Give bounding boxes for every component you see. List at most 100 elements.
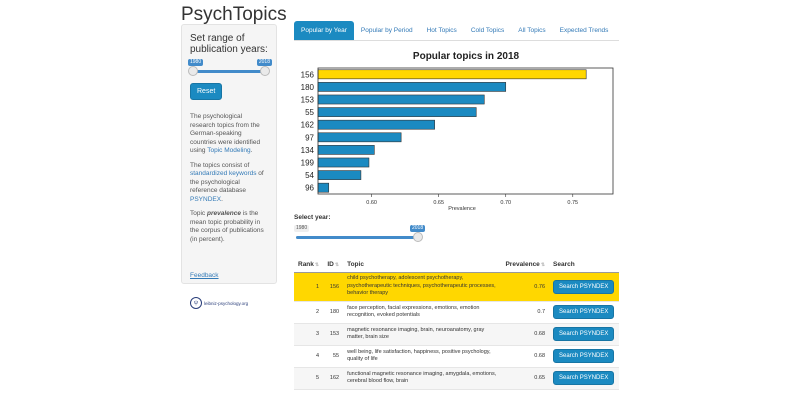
- cell-topic: magnetic resonance imaging, brain, neuro…: [347, 326, 485, 341]
- keywords-link[interactable]: standardized keywords: [190, 170, 257, 177]
- bar-180: [317, 82, 507, 92]
- feedback-link[interactable]: Feedback: [190, 272, 219, 279]
- table-header-row: Rank⇅ ID⇅ Topic Prevalence⇅ Search: [294, 258, 619, 273]
- y-tick-label: 97: [305, 133, 314, 142]
- col-topic[interactable]: Topic: [343, 258, 502, 273]
- info-text-suffix: .: [221, 195, 223, 203]
- col-rank[interactable]: Rank⇅: [294, 258, 324, 273]
- cell-search: Search PSYNDEX: [549, 272, 619, 301]
- info-text: The psychological research topics from t…: [190, 113, 261, 154]
- col-rank-label: Rank: [298, 261, 314, 269]
- cell-prevalence: 0.7: [537, 309, 546, 315]
- cell-prevalence: 0.76: [534, 283, 546, 290]
- table-row: 3 153 magnetic resonance imaging, brain,…: [294, 323, 619, 345]
- table-row: 2 180 face perception, facial expression…: [294, 301, 619, 323]
- x-tick-label: 0.70: [500, 200, 511, 206]
- chart-x-axis-label: Prevalence: [448, 206, 476, 212]
- cell-topic: well being, life satisfaction, happiness…: [347, 348, 491, 363]
- info-prevalence: Topic prevalence is the mean topic proba…: [190, 210, 268, 244]
- col-id[interactable]: ID⇅: [323, 258, 344, 273]
- table-row: 4 55 well being, life satisfaction, happ…: [294, 345, 619, 367]
- tab-popular-by-year[interactable]: Popular by Year: [294, 21, 354, 40]
- prevalence-term: prevalence: [206, 210, 241, 217]
- cell-id: 156: [329, 283, 340, 290]
- cell-prevalence: 0.68: [534, 353, 546, 359]
- col-search-label: Search: [553, 261, 575, 269]
- range-handle-max[interactable]: [260, 66, 270, 76]
- info-text: is the mean topic probability in the cor…: [190, 210, 264, 243]
- year-handle[interactable]: [413, 232, 423, 242]
- bar-199: [317, 157, 370, 168]
- year-range-slider[interactable]: 1980 2018: [188, 59, 272, 77]
- y-tick-label: 199: [301, 159, 315, 168]
- bar-55: [317, 107, 477, 117]
- cell-rank: 1: [316, 283, 320, 290]
- y-tick-label: 162: [301, 121, 315, 130]
- search-psyndex-button[interactable]: Search PSYNDEX: [553, 349, 615, 363]
- info-text: Topic: [190, 210, 207, 217]
- range-max-label: 2018: [256, 59, 272, 66]
- leibniz-logo[interactable]: ψ leibniz-psychology.org: [190, 297, 268, 309]
- tab-bar: Popular by Year Popular by Period Hot To…: [294, 21, 619, 41]
- sort-icon: ⇅: [540, 262, 546, 269]
- y-tick-label: 180: [301, 83, 315, 92]
- col-id-label: ID: [327, 261, 334, 269]
- y-tick-label: 156: [301, 70, 315, 79]
- range-handle-min[interactable]: [188, 66, 198, 76]
- bar-156: [317, 69, 587, 80]
- topic-modeling-link[interactable]: Topic Modeling: [207, 147, 251, 154]
- tab-popular-by-period[interactable]: Popular by Period: [360, 27, 413, 34]
- col-search: Search: [549, 258, 619, 273]
- y-tick-label: 54: [305, 171, 314, 180]
- cell-search: Search PSYNDEX: [549, 345, 619, 367]
- year-track-fill: [296, 236, 418, 239]
- reset-button[interactable]: Reset: [190, 83, 223, 100]
- sidebar-panel: Set range of publication years: 1980 201…: [181, 24, 277, 309]
- year-range-heading: Set range of publication years:: [190, 33, 268, 55]
- select-year-label: Select year:: [294, 214, 331, 221]
- bar-134: [317, 145, 375, 155]
- cell-prevalence: 0.65: [534, 375, 546, 381]
- range-min-label: 1980: [188, 59, 204, 66]
- cell-rank: 5: [316, 375, 320, 381]
- bar-96: [317, 182, 330, 193]
- cell-rank: 3: [316, 331, 320, 337]
- tab-all-topics[interactable]: All Topics: [518, 27, 546, 34]
- select-year-slider[interactable]: 1980 2018: [294, 225, 426, 245]
- x-tick-label: 0.75: [567, 200, 578, 206]
- x-tick-label: 0.60: [366, 200, 377, 206]
- cell-id: 162: [329, 375, 340, 381]
- year-value-label: 2018: [410, 225, 426, 232]
- info-text: The topics consist of: [190, 161, 250, 169]
- y-tick-label: 55: [305, 108, 314, 117]
- search-psyndex-button[interactable]: Search PSYNDEX: [553, 327, 615, 341]
- bar-97: [317, 132, 402, 143]
- info-topic-modeling: The psychological research topics from t…: [190, 113, 268, 156]
- info-text-suffix: .: [250, 147, 253, 154]
- chart-bars: [317, 69, 587, 193]
- bar-153: [317, 94, 485, 105]
- search-psyndex-button[interactable]: Search PSYNDEX: [553, 305, 615, 319]
- cell-id: 55: [332, 353, 340, 359]
- search-psyndex-button[interactable]: Search PSYNDEX: [553, 371, 615, 385]
- range-track[interactable]: [192, 70, 266, 73]
- cell-rank: 4: [316, 353, 320, 359]
- search-psyndex-button[interactable]: Search PSYNDEX: [553, 279, 615, 294]
- col-topic-label: Topic: [347, 261, 364, 268]
- chart-title: Popular topics in 2018: [413, 51, 520, 62]
- bar-162: [317, 119, 435, 130]
- psyndex-link[interactable]: PSYNDEX: [190, 195, 222, 203]
- info-text: of the psychological reference database: [190, 170, 264, 194]
- tab-cold-topics[interactable]: Cold Topics: [470, 27, 505, 34]
- cell-search: Search PSYNDEX: [549, 323, 619, 345]
- topics-table: Rank⇅ ID⇅ Topic Prevalence⇅ Search 1 156…: [294, 258, 619, 390]
- cell-id: 180: [329, 309, 340, 315]
- table-row: 1 156 child psychotherapy, adolescent ps…: [294, 272, 619, 301]
- tab-expected-trends[interactable]: Expected Trends: [559, 27, 609, 34]
- col-prevalence[interactable]: Prevalence⇅: [501, 258, 550, 273]
- chart-axes: 156 180 153 55 162 97 134 199 54 96 0.60 0.65 0.70 0.…: [301, 67, 614, 206]
- tab-hot-topics[interactable]: Hot Topics: [426, 27, 457, 34]
- cell-topic: functional magnetic resonance imaging, a…: [347, 370, 497, 385]
- sort-icon: ⇅: [334, 262, 340, 269]
- cell-topic: face perception, facial expressions, emo…: [347, 304, 480, 319]
